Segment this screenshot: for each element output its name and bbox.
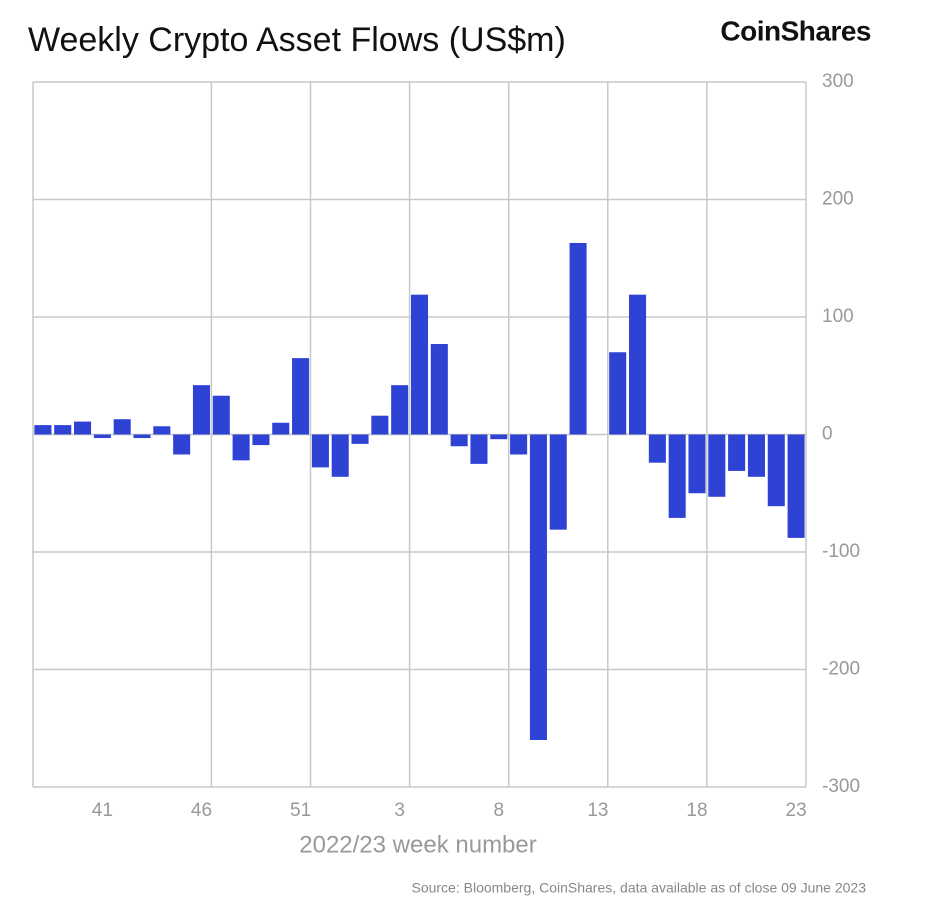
y-tick-label: 300 — [822, 71, 854, 92]
bar — [410, 294, 429, 435]
x-tick-label: 8 — [493, 800, 504, 821]
bar — [54, 425, 72, 435]
x-tick-label: 23 — [786, 800, 807, 821]
bar — [371, 415, 389, 435]
bar — [192, 385, 210, 435]
bar — [430, 344, 448, 435]
source-note: Source: Bloomberg, CoinShares, data avai… — [411, 880, 866, 896]
y-tick-label: -300 — [822, 776, 860, 797]
x-tick-label: 3 — [394, 800, 405, 821]
bar — [529, 434, 547, 740]
bar — [609, 352, 627, 435]
bar — [34, 425, 52, 435]
bar — [648, 434, 666, 463]
x-tick-label: 41 — [92, 800, 113, 821]
bar — [470, 434, 488, 464]
bar — [292, 358, 310, 435]
y-tick-label: 100 — [822, 306, 854, 327]
y-tick-label: -200 — [822, 659, 860, 680]
bar — [450, 434, 468, 447]
bar — [787, 434, 805, 538]
bar — [728, 434, 746, 471]
bar — [311, 434, 329, 468]
brand-logo: CoinShares — [720, 15, 871, 46]
y-tick-label: 200 — [822, 189, 854, 210]
chart-title: Weekly Crypto Asset Flows (US$m) — [28, 21, 566, 59]
bar — [93, 434, 111, 439]
bar — [113, 419, 131, 435]
x-tick-label: 46 — [191, 800, 212, 821]
x-tick-label: 13 — [587, 800, 608, 821]
bar — [212, 395, 230, 435]
bar — [153, 426, 171, 435]
bar — [331, 434, 349, 477]
bar — [629, 294, 647, 435]
bar — [549, 434, 567, 530]
bar — [252, 434, 270, 446]
bar — [708, 434, 726, 497]
bar — [490, 434, 508, 440]
y-tick-label: 0 — [822, 424, 833, 445]
bar — [391, 385, 409, 435]
bar — [74, 421, 92, 435]
bar — [767, 434, 785, 507]
y-tick-label: -100 — [822, 541, 860, 562]
bar — [173, 434, 191, 455]
bar — [668, 434, 686, 518]
bar — [747, 434, 765, 477]
bar — [133, 434, 151, 439]
bar — [232, 434, 250, 461]
bar — [688, 434, 706, 494]
x-tick-label: 18 — [686, 800, 707, 821]
x-axis-title: 2022/23 week number — [299, 831, 537, 858]
bar — [351, 434, 369, 444]
bar — [272, 422, 290, 435]
bar — [569, 242, 587, 435]
bar — [510, 434, 528, 455]
x-tick-label: 51 — [290, 800, 311, 821]
